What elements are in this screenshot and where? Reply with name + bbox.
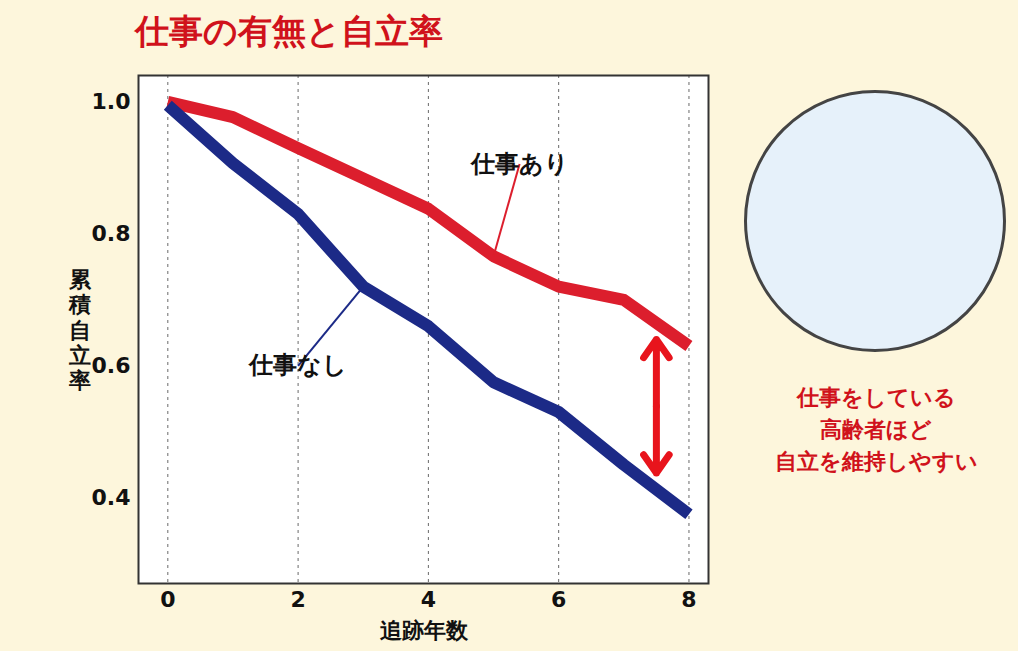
svg-text:0.6: 0.6 (92, 353, 131, 378)
html-text:仕事をしている: 仕事をしている (796, 385, 956, 410)
html-text:高齢者ほど: 高齢者ほど (820, 416, 932, 442)
svg-text:6: 6 (551, 587, 566, 612)
svg-text:1.0: 1.0 (92, 89, 131, 114)
svg-text:仕事なし: 仕事なし (248, 351, 347, 379)
html-text:自立を維持しやすい: 自立を維持しやすい (774, 448, 978, 474)
html-text:仕事の有無と自立率: 仕事の有無と自立率 (135, 11, 443, 51)
svg-text:0.8: 0.8 (92, 221, 131, 246)
svg-text:0.4: 0.4 (92, 485, 131, 510)
svg-text:4: 4 (421, 587, 436, 612)
svg-text:追跡年数: 追跡年数 (380, 618, 469, 643)
svg-text:累積自立率: 累積自立率 (68, 267, 92, 393)
svg-text:0: 0 (160, 587, 175, 612)
svg-text:2: 2 (290, 587, 305, 612)
svg-text:8: 8 (681, 587, 696, 612)
svg-text:仕事あり: 仕事あり (470, 150, 569, 178)
